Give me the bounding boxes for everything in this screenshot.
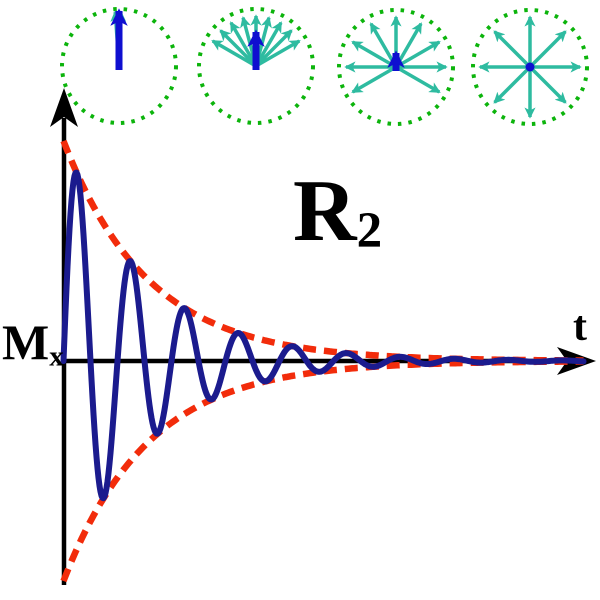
spin-panel-slight-dephasing xyxy=(197,7,315,125)
spin-isochromat-arrow xyxy=(528,30,567,69)
spin-isochromat-arrow xyxy=(395,65,441,94)
spin-panel-strong-dephasing xyxy=(337,8,455,126)
spin-isochromat-arrow xyxy=(493,65,532,104)
y-axis-arrowhead xyxy=(50,88,78,127)
r2-subscript: 2 xyxy=(356,203,383,260)
spin-panel-aligned xyxy=(60,7,178,125)
dephasing-boundary-circle xyxy=(197,7,315,125)
spin-isochromat-arrow xyxy=(255,39,301,68)
spin-dephasing-panels xyxy=(60,7,589,126)
spin-isochromat-arrow xyxy=(211,39,257,68)
spin-isochromat-arrow xyxy=(254,29,293,68)
spin-isochromat-arrow xyxy=(493,30,532,69)
dephasing-boundary-circle xyxy=(337,8,455,126)
spin-isochromat-arrow xyxy=(254,21,283,67)
r2-main-text: R xyxy=(293,163,357,260)
x-axis-label: t xyxy=(573,304,587,350)
mx-main-text: M xyxy=(2,314,50,370)
dephasing-boundary-circle xyxy=(60,7,178,125)
r2-title-label: R2 xyxy=(293,168,382,257)
spin-isochromat-arrow xyxy=(528,65,567,104)
lower-decay-envelope xyxy=(60,358,584,583)
spin-isochromat-arrow xyxy=(351,65,397,94)
dephasing-boundary-circle xyxy=(471,8,589,126)
y-axis-label: Mx xyxy=(2,317,64,371)
net-magnetization-dot xyxy=(525,62,535,72)
spin-panel-full-dephasing xyxy=(471,8,589,126)
spin-isochromat-arrow xyxy=(219,29,258,68)
fid-curve-group xyxy=(60,169,587,502)
spin-isochromat-arrow xyxy=(229,21,258,67)
mx-subscript: x xyxy=(49,340,64,373)
fid-oscillation-curve xyxy=(60,169,587,502)
